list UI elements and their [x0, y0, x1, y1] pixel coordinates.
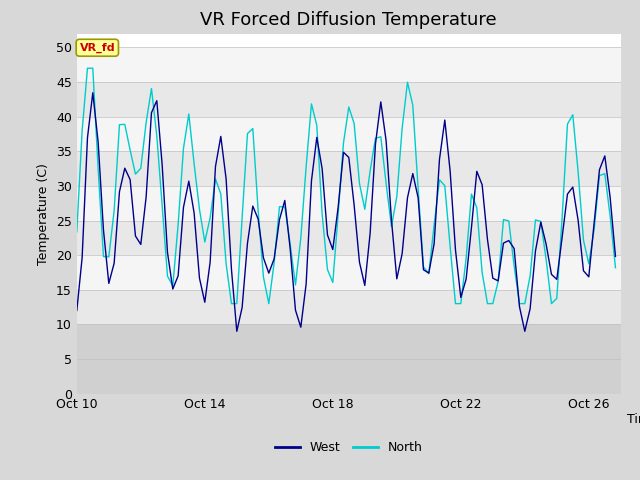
West	[462, 276, 470, 282]
Bar	[77, 117, 621, 151]
Text: VR_fd: VR_fd	[79, 43, 115, 53]
West	[329, 247, 337, 252]
North	[196, 206, 204, 212]
West	[73, 308, 81, 313]
North	[505, 218, 513, 224]
Bar	[77, 82, 621, 117]
Bar	[77, 255, 621, 290]
Bar	[77, 359, 621, 394]
North	[228, 300, 236, 306]
Y-axis label: Temperature (C): Temperature (C)	[37, 163, 51, 264]
North	[329, 279, 337, 285]
Line: North: North	[77, 68, 616, 303]
Bar	[77, 324, 621, 359]
West	[233, 328, 241, 334]
West	[505, 238, 513, 243]
North	[548, 300, 556, 306]
Bar	[77, 220, 621, 255]
Bar	[77, 48, 621, 82]
West	[180, 204, 188, 210]
North	[84, 65, 92, 71]
West	[89, 90, 97, 96]
West	[548, 272, 556, 277]
Legend: West, North: West, North	[269, 436, 428, 459]
Bar	[77, 290, 621, 324]
West	[196, 275, 204, 281]
North	[180, 145, 188, 151]
West	[612, 253, 620, 259]
Line: West: West	[77, 93, 616, 331]
X-axis label: Time: Time	[627, 413, 640, 426]
North	[73, 229, 81, 235]
North	[612, 265, 620, 271]
Bar	[77, 186, 621, 220]
Title: VR Forced Diffusion Temperature: VR Forced Diffusion Temperature	[200, 11, 497, 29]
Bar	[77, 151, 621, 186]
North	[462, 255, 470, 261]
